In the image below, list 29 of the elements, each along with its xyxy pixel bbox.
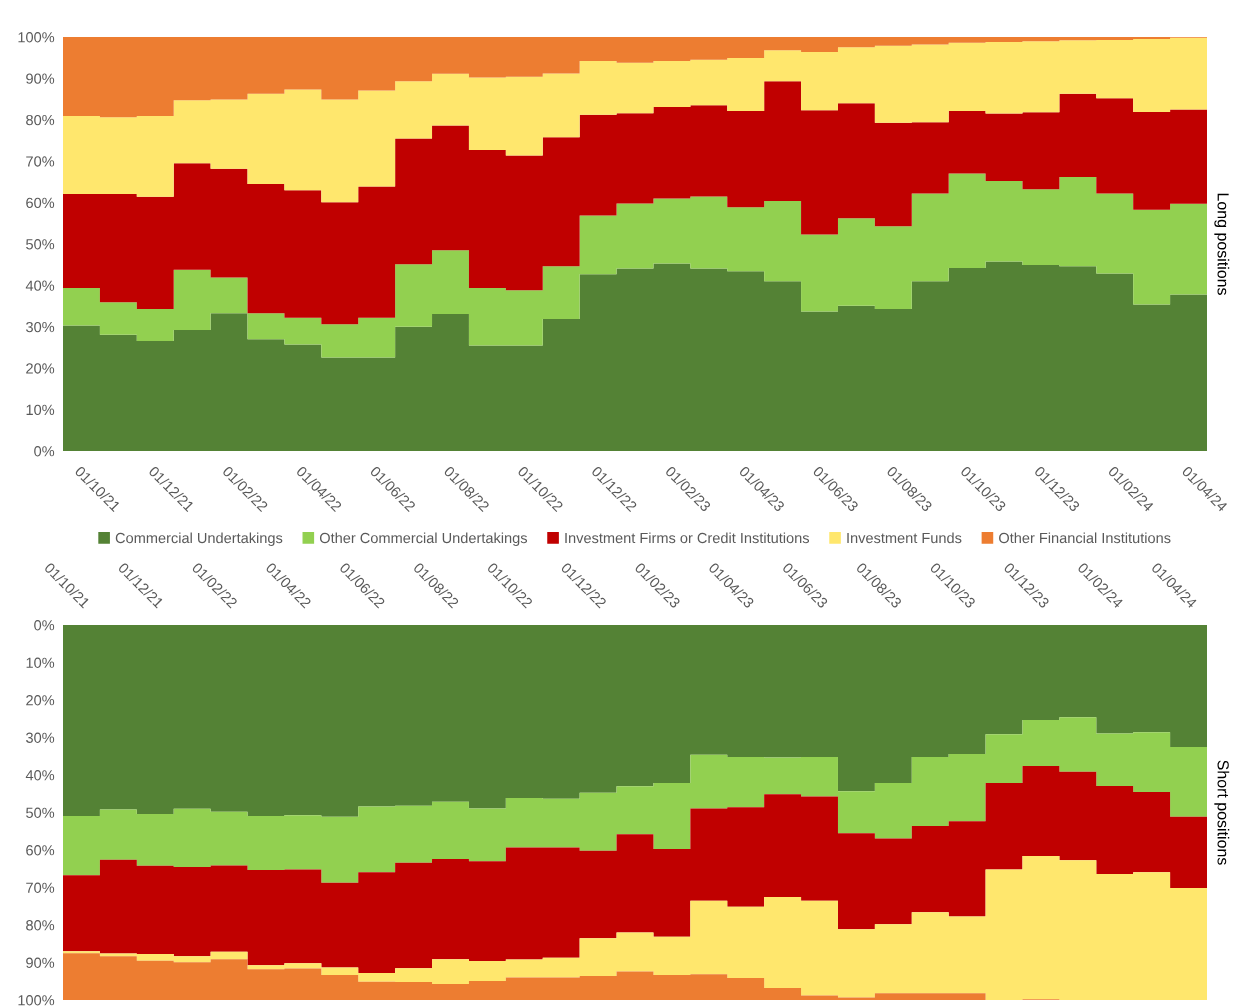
y-tick-label: 90% <box>26 73 55 84</box>
y-tick-label: 80% <box>26 114 55 126</box>
y-tick-label: 50% <box>26 807 55 818</box>
legend-label: Commercial Undertakings <box>115 532 283 547</box>
y-tick-label: 30% <box>26 732 55 743</box>
y-tick-label: 20% <box>26 695 55 706</box>
y-tick-label: 60% <box>26 845 55 856</box>
y-tick-label: 30% <box>26 321 55 333</box>
y-tick-label: 0% <box>34 620 55 631</box>
y-tick-label: 50% <box>26 239 55 250</box>
y-axis-title: Short positions <box>1214 760 1230 865</box>
legend-label: Investment Funds <box>847 532 962 544</box>
y-tick-label: 90% <box>26 957 55 968</box>
y-tick-label: 20% <box>26 363 55 374</box>
y-tick-label: 10% <box>26 404 55 416</box>
y-tick-label: 100% <box>18 995 55 1006</box>
y-tick-label: 80% <box>26 920 55 931</box>
y-tick-label: 100% <box>18 32 55 43</box>
y-tick-label: 10% <box>26 657 55 668</box>
y-axis-title: Long positions <box>1214 193 1230 295</box>
y-tick-label: 40% <box>25 770 55 781</box>
legend-label: Other Financial Institutions <box>999 532 1171 544</box>
y-tick-label: 40% <box>25 280 55 291</box>
y-tick-label: 60% <box>26 197 55 209</box>
y-tick-label: 70% <box>26 882 55 893</box>
legend-label: Investment Firms or Credit Institutions <box>565 532 810 544</box>
y-tick-label: 70% <box>26 156 55 167</box>
legend-label: Other Commercial Undertakings <box>319 532 528 547</box>
y-tick-label: 0% <box>34 446 55 457</box>
